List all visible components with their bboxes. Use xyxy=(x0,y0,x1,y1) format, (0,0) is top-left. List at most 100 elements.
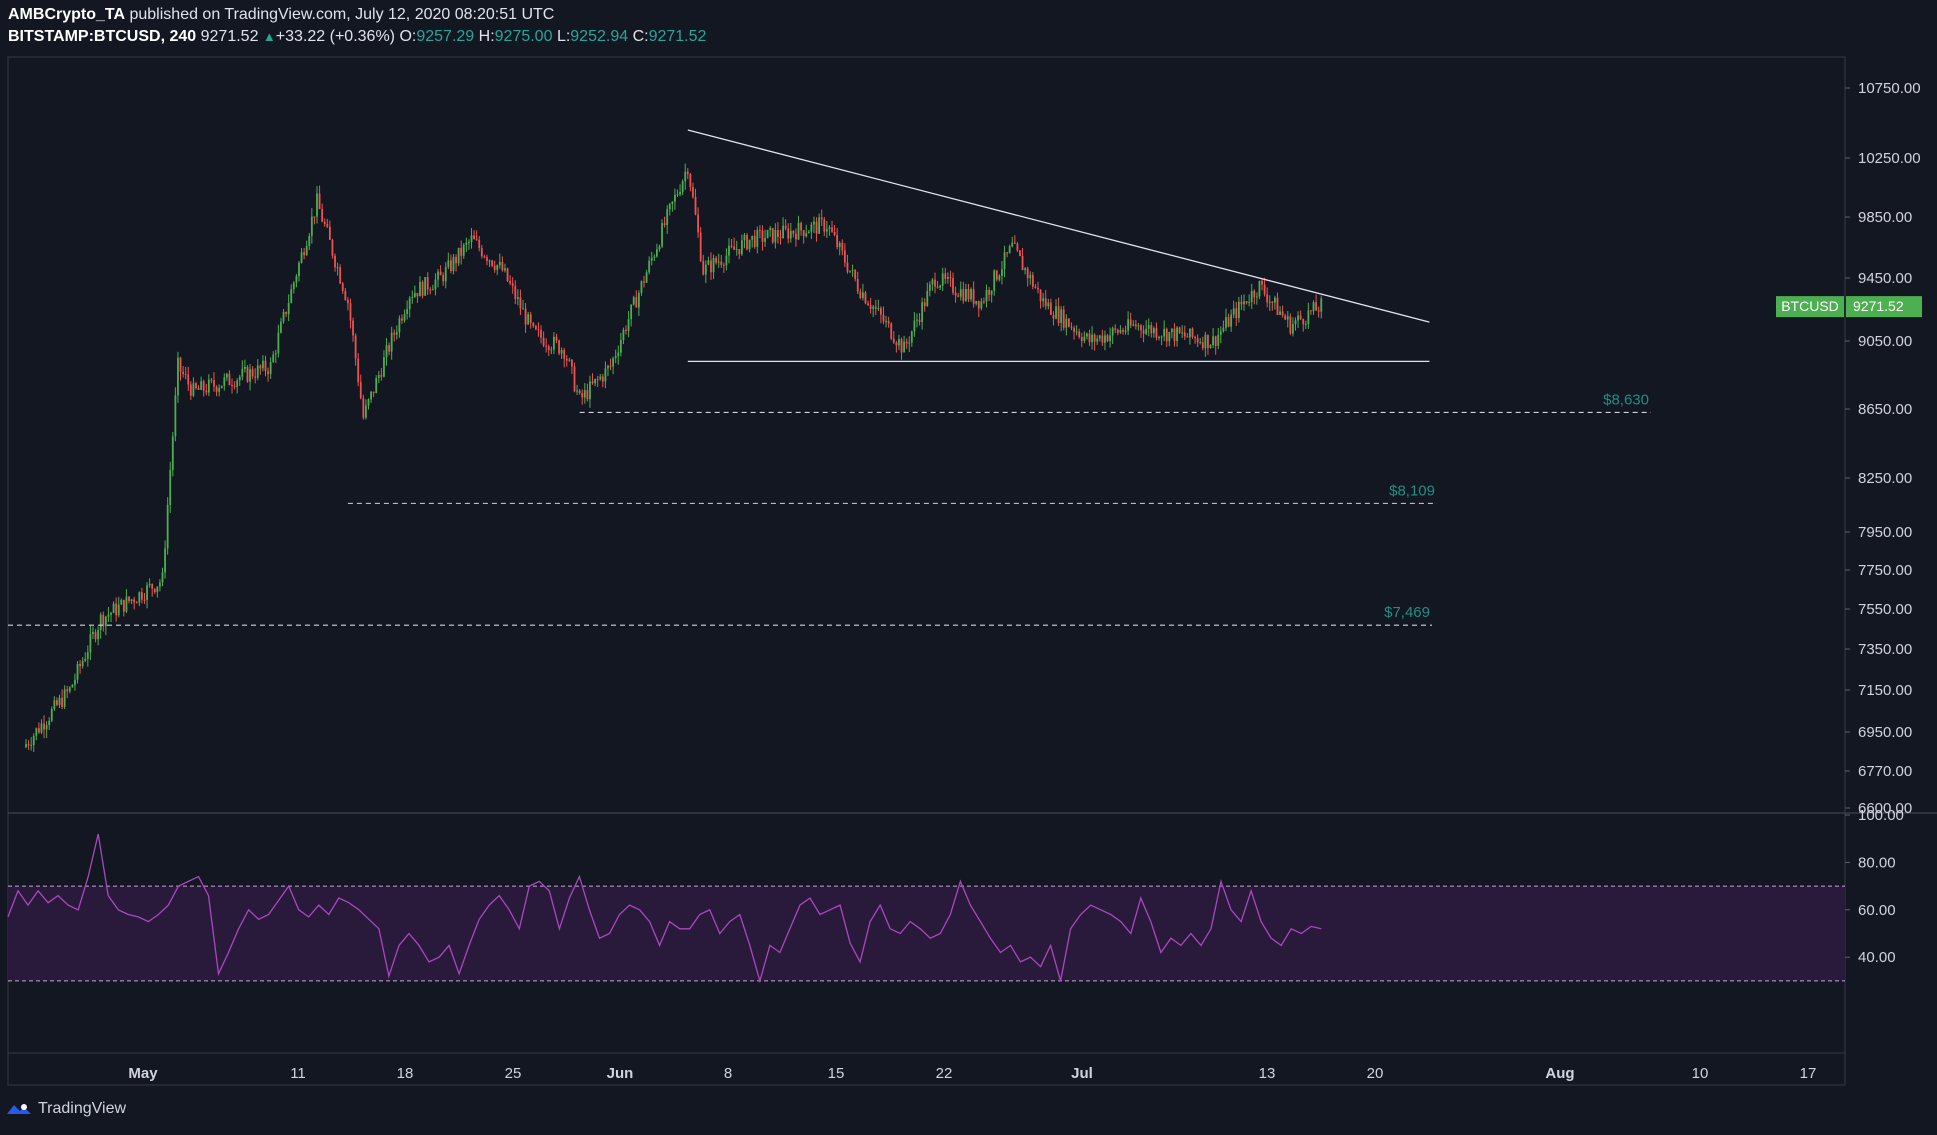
candle-body xyxy=(1101,335,1104,343)
candle-body xyxy=(511,283,514,287)
candle-body xyxy=(952,278,954,293)
candle-body xyxy=(782,225,784,239)
candle-body xyxy=(1225,317,1227,328)
time-tick-label: Jul xyxy=(1071,1065,1093,1082)
candle-body xyxy=(663,223,666,226)
candle-body xyxy=(612,358,615,367)
candle-body xyxy=(1217,334,1220,346)
candle-body xyxy=(254,376,257,378)
candle-body xyxy=(1070,326,1073,328)
candle-body xyxy=(1021,255,1024,271)
price-tick-label: 7350.00 xyxy=(1858,641,1912,658)
candle-body xyxy=(380,375,383,377)
candle-body xyxy=(1078,331,1081,337)
candle-body xyxy=(1060,309,1063,324)
symbol-label[interactable]: BITSTAMP:BTCUSD, 240 xyxy=(8,28,197,45)
candle-body xyxy=(84,658,87,661)
candle-body xyxy=(514,286,517,299)
candle-body xyxy=(228,373,231,386)
candle-body xyxy=(220,385,223,388)
candle-body xyxy=(475,239,478,241)
candle-body xyxy=(959,289,962,297)
chart-frame xyxy=(7,56,1937,1086)
candle-body xyxy=(1191,328,1194,337)
candle-body xyxy=(818,217,821,234)
candle-body xyxy=(751,235,754,240)
candle-body xyxy=(833,231,836,236)
candle-body xyxy=(419,281,421,297)
candle-body xyxy=(352,320,354,336)
candle-body xyxy=(560,349,563,354)
candle-body xyxy=(94,632,97,640)
candle-body xyxy=(89,634,92,653)
candle-body xyxy=(864,292,867,304)
candle-body xyxy=(504,268,506,271)
candle-body xyxy=(905,341,908,344)
candle-body xyxy=(339,267,342,284)
candle-body xyxy=(522,308,524,310)
candle-body xyxy=(661,223,663,247)
candle-body xyxy=(143,599,146,601)
rsi-tick-label: 40.00 xyxy=(1858,949,1896,966)
candle-body xyxy=(599,376,602,380)
candle-body xyxy=(784,225,787,229)
candle-body xyxy=(1171,328,1173,333)
candle-body xyxy=(341,283,344,291)
candle-body xyxy=(800,222,802,231)
candle-body xyxy=(740,240,743,255)
candle-body xyxy=(934,279,936,287)
rsi-pane[interactable] xyxy=(7,833,1845,984)
candle-body xyxy=(442,275,445,282)
candle-body xyxy=(715,257,718,263)
candle-body xyxy=(326,224,329,227)
candle-body xyxy=(1235,308,1238,319)
rsi-tick-label: 80.00 xyxy=(1858,854,1896,871)
candle-body xyxy=(1279,311,1281,315)
candle-body xyxy=(874,306,877,309)
candle-body xyxy=(249,369,251,382)
candle-body xyxy=(277,332,280,354)
published-text: published on TradingView.com, July 12, 2… xyxy=(129,6,555,23)
candle-body xyxy=(1086,333,1088,337)
footer-brand[interactable]: TradingView xyxy=(6,1100,126,1118)
candle-body xyxy=(321,209,324,222)
candle-body xyxy=(913,320,916,332)
candle-body xyxy=(455,256,457,264)
candle-body xyxy=(1263,284,1266,295)
price-tick-label: 9450.00 xyxy=(1858,270,1912,287)
candle-body xyxy=(1160,336,1163,338)
candle-body xyxy=(470,235,473,242)
price-tick-label: 6600.00 xyxy=(1858,800,1912,817)
candle-body xyxy=(411,297,414,299)
candle-body xyxy=(1271,301,1274,303)
candle-body xyxy=(614,356,617,359)
candle-body xyxy=(735,249,738,251)
candle-body xyxy=(426,277,429,290)
candle-body xyxy=(452,256,455,271)
candle-body xyxy=(318,193,321,210)
candle-body xyxy=(110,612,112,615)
candle-body xyxy=(1227,317,1230,327)
candle-body xyxy=(928,284,931,291)
candle-body xyxy=(202,381,205,391)
candle-body xyxy=(936,286,939,288)
candle-body xyxy=(205,390,208,393)
candle-body xyxy=(607,365,609,369)
candle-body xyxy=(988,289,990,295)
candle-body xyxy=(200,381,203,390)
candle-body xyxy=(725,255,728,266)
candle-body xyxy=(1037,288,1039,290)
candle-body xyxy=(1083,336,1086,342)
candle-body xyxy=(1158,337,1160,339)
candle-body xyxy=(282,311,285,322)
candle-body xyxy=(836,235,839,248)
candle-body xyxy=(97,629,100,640)
candle-body xyxy=(630,304,633,320)
candle-body xyxy=(774,229,777,243)
author-name[interactable]: AMBCrypto_TA xyxy=(8,6,126,23)
drawings-layer[interactable]: $8,630 $8,109 $7,469 xyxy=(8,129,1651,626)
candle-body xyxy=(161,572,164,583)
candles-layer[interactable] xyxy=(25,163,1323,753)
price-tick-label: 6770.00 xyxy=(1858,763,1912,780)
